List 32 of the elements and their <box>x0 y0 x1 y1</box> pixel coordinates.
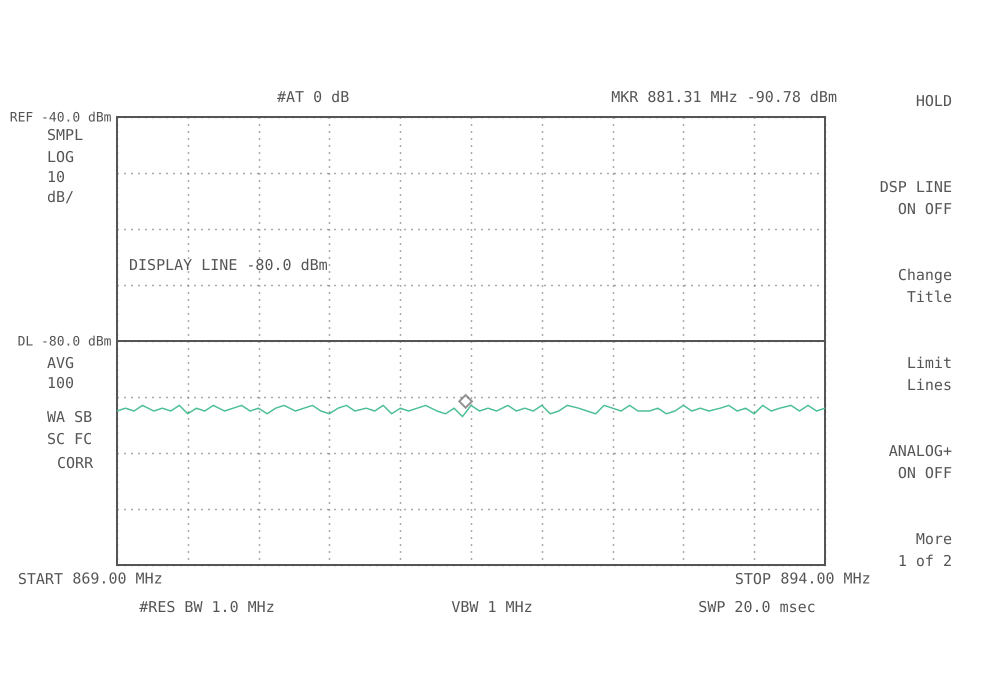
text: DSP LINE <box>880 178 952 196</box>
text: ANALOG+ <box>888 442 952 460</box>
text: HOLD <box>916 92 952 110</box>
text: 1 of 2 <box>898 552 952 570</box>
x-tick-label: 869.00 MHz <box>72 570 163 588</box>
text: #RES BW 1.0 MHz <box>139 598 275 616</box>
text: 10 <box>47 168 66 186</box>
text: AVG <box>47 354 74 372</box>
text: WA SB <box>47 408 92 426</box>
x-tick-label: 894.00 MHz <box>780 570 871 588</box>
text: ON OFF <box>898 200 952 218</box>
text: Limit <box>906 354 952 372</box>
text: VBW 1 MHz <box>451 598 533 616</box>
text: 100 <box>47 374 74 392</box>
text: ON OFF <box>898 464 952 482</box>
text: Change <box>898 266 952 284</box>
text: STOP <box>734 570 771 588</box>
text: SC FC <box>47 430 92 448</box>
text: More <box>916 530 952 548</box>
ref-line-label: DISPLAY LINE -80.0 dBm <box>129 256 328 274</box>
y-tick-label: DL -80.0 dBm <box>18 334 112 350</box>
text: LOG <box>47 148 74 166</box>
text: dB/ <box>47 188 74 206</box>
text: MKR 881.31 MHz -90.78 dBm <box>611 88 837 106</box>
text: #AT 0 dB <box>277 88 350 106</box>
text: Lines <box>906 376 952 394</box>
text: Title <box>906 288 952 306</box>
text: START <box>18 570 63 588</box>
text: SWP 20.0 msec <box>698 598 816 616</box>
text: SMPL <box>47 126 84 144</box>
text: CORR <box>57 454 94 472</box>
y-tick-label: REF -40.0 dBm <box>10 110 112 126</box>
